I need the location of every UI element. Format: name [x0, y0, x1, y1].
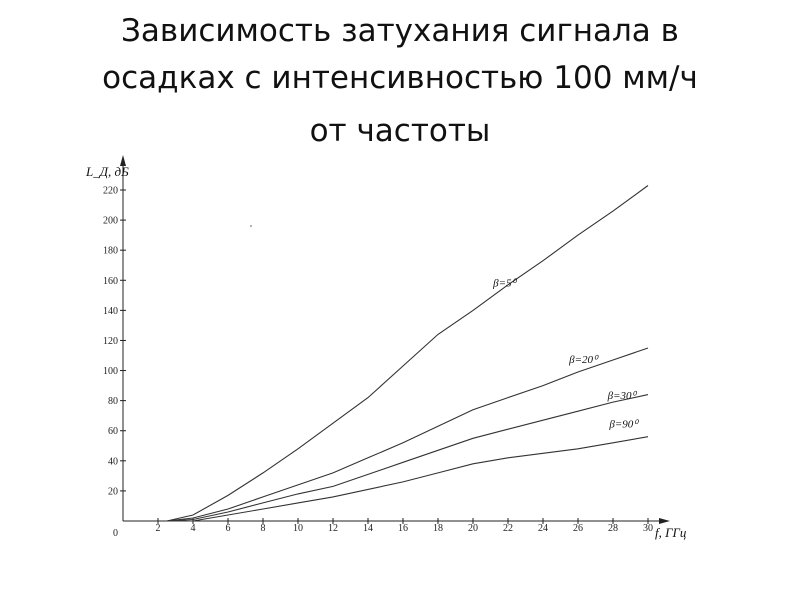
series-line-4 — [166, 436, 649, 522]
title-line-3: от частоты — [309, 113, 491, 149]
chart-axes — [120, 155, 670, 524]
stray-dot — [250, 225, 252, 227]
x-tick-label: 10 — [293, 523, 303, 534]
series-label-2: β=20⁰ — [568, 354, 599, 366]
y-tick-label: 180 — [103, 246, 118, 257]
series-line-1 — [166, 185, 649, 522]
x-tick-label: 26 — [573, 523, 583, 534]
y-tick-label: 120 — [103, 336, 118, 347]
x-tick-label: 22 — [503, 523, 513, 534]
title-line-2: осадках с интенсивностью 100 мм/ч — [102, 60, 698, 96]
x-tick-label: 16 — [398, 523, 408, 534]
y-tick-label: 40 — [108, 456, 118, 467]
x-tick-label: 24 — [538, 523, 548, 534]
x-tick-label: 12 — [328, 523, 338, 534]
x-tick-label: 2 — [156, 523, 161, 534]
chart-ticks: 0 2 4 6 8 10 12 14 16 18 20 22 24 26 28 302040608010012… — [103, 186, 653, 540]
x-tick-label: 30 — [643, 523, 653, 534]
series-label-3: β=30⁰ — [607, 390, 638, 402]
y-axis-arrow — [120, 155, 126, 166]
series-label-4: β=90⁰ — [608, 419, 639, 431]
y-tick-label: 20 — [108, 486, 118, 497]
origin-label: 0 — [113, 528, 118, 539]
x-tick-label: 8 — [261, 523, 266, 534]
series-line-2 — [166, 347, 649, 522]
y-tick-label: 200 — [103, 216, 118, 227]
slide-title: Зависимость затухания сигнала в осадках … — [0, 8, 800, 155]
x-tick-label: 18 — [433, 523, 443, 534]
x-tick-label: 20 — [468, 523, 478, 534]
y-tick-label: 140 — [103, 306, 118, 317]
y-axis-label: L_Д, дБ — [85, 164, 129, 179]
y-tick-label: 60 — [108, 426, 118, 437]
series-line-3 — [166, 394, 649, 522]
x-axis-label: f, ГГц — [655, 525, 687, 540]
y-tick-label: 220 — [103, 186, 118, 197]
y-tick-label: 100 — [103, 366, 118, 377]
chart-labels: L_Д, дБ f, ГГц β=5⁰ β=20⁰ β=30⁰ β=90⁰ — [85, 164, 687, 540]
y-tick-label: 160 — [103, 276, 118, 287]
chart-series — [166, 185, 649, 522]
x-tick-label: 6 — [226, 523, 231, 534]
x-tick-label: 28 — [608, 523, 618, 534]
y-tick-label: 80 — [108, 396, 118, 407]
title-line-1: Зависимость затухания сигнала в — [121, 13, 679, 49]
x-tick-label: 4 — [191, 523, 196, 534]
x-tick-label: 14 — [363, 523, 373, 534]
x-axis-arrow — [659, 518, 670, 524]
series-label-1: β=5⁰ — [492, 277, 517, 289]
